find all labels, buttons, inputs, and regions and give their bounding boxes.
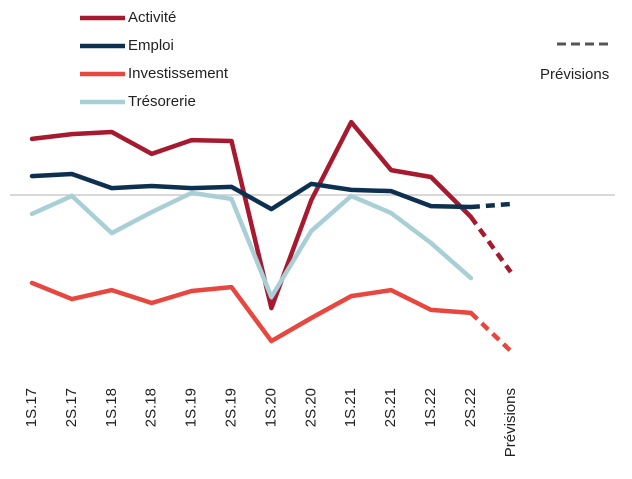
x-tick-label: 2S.19	[222, 388, 239, 427]
series-line	[29, 190, 474, 300]
x-tick-label: 2S.22	[462, 388, 479, 427]
x-tick-label: 1S.19	[183, 388, 200, 427]
x-tick-label: 1S.20	[262, 388, 279, 427]
series-line	[29, 171, 474, 212]
series-line	[29, 280, 474, 344]
x-tick-label: 2S.18	[143, 388, 160, 427]
x-tick-label: 2S.21	[382, 388, 399, 427]
legend-label: Activité	[128, 9, 176, 26]
x-tick-label: 1S.22	[422, 388, 439, 427]
series-line	[29, 119, 474, 311]
x-tick-label: 1S.17	[23, 388, 40, 427]
forecast-line	[469, 215, 513, 274]
x-tick-label: Prévisions	[502, 388, 519, 457]
legend-label: Investissement	[128, 65, 229, 82]
x-tick-label: 1S.18	[103, 388, 120, 427]
forecast-legend-label: Prévisions	[540, 66, 609, 83]
forecast-line	[470, 201, 511, 210]
x-tick-label: 2S.17	[63, 388, 80, 427]
legend-label: Emploi	[128, 37, 174, 54]
legend-label: Trésorerie	[128, 93, 196, 110]
x-tick-label: 1S.21	[342, 388, 359, 427]
x-tick-label: 2S.20	[302, 388, 319, 427]
forecast-line	[469, 311, 513, 353]
